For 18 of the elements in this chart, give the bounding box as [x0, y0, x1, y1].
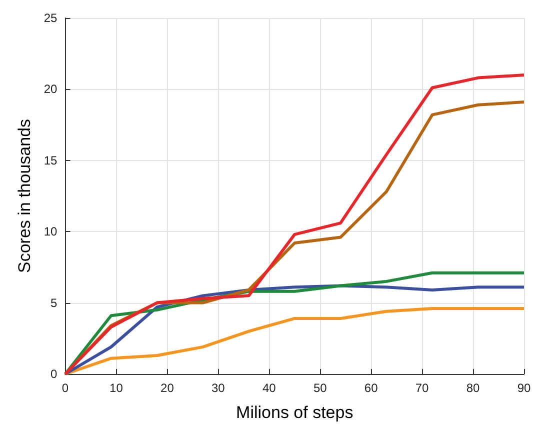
y-tick-label: 15 — [44, 153, 58, 168]
x-tick-label: 90 — [517, 381, 531, 395]
x-tick-label: 10 — [110, 381, 124, 395]
y-tick-label: 10 — [44, 224, 58, 239]
y-tick-label: 20 — [44, 82, 58, 96]
y-tick-label: 0 — [50, 367, 58, 381]
y-tick-label: 5 — [50, 296, 58, 310]
x-tick-label: 80 — [466, 381, 480, 395]
x-tick-label: 40 — [262, 381, 276, 395]
x-tick-label: 70 — [415, 381, 430, 395]
x-tick-label: 0 — [62, 381, 69, 395]
x-axis-title: Milions of steps — [236, 403, 354, 422]
y-axis-title: Scores in thousands — [15, 118, 34, 274]
x-tick-label: 30 — [211, 381, 226, 395]
x-tick-label: 20 — [160, 381, 174, 395]
x-tick-label: 60 — [364, 381, 378, 395]
y-tick-label: 25 — [44, 11, 58, 25]
x-tick-label: 50 — [313, 381, 328, 395]
